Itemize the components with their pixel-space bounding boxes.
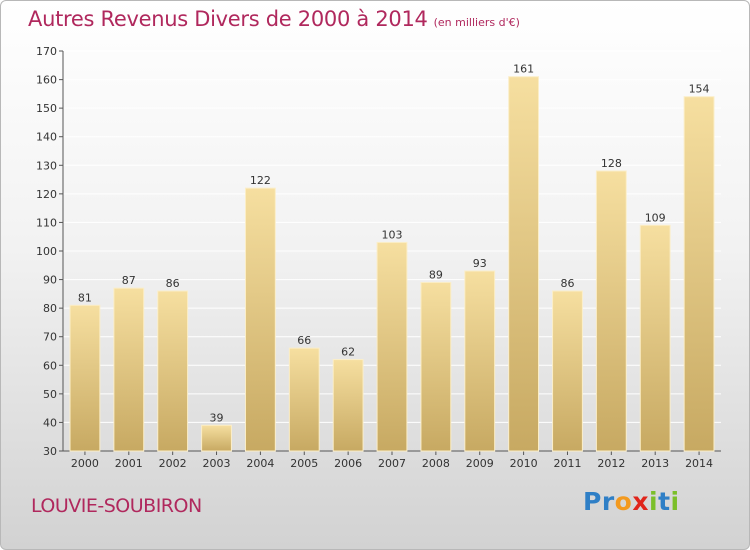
logo-letter: t: [658, 487, 671, 516]
y-tick-label: 130: [36, 159, 57, 172]
x-tick-label: 2003: [203, 457, 231, 470]
data-label: 86: [166, 277, 180, 290]
x-tick-label: 2013: [641, 457, 669, 470]
x-tick-label: 2002: [159, 457, 187, 470]
data-label: 128: [601, 157, 622, 170]
bar-2013: [639, 224, 671, 452]
y-tick-label: 100: [36, 245, 57, 258]
label-layer: 81 2000 87 2001 86 2002 39 2003 122 2004 66 2005 62 2…: [71, 63, 713, 470]
logo-letter: i: [670, 487, 680, 516]
y-tick-label: 140: [36, 131, 57, 144]
x-tick-label: 2010: [510, 457, 538, 470]
bar-2011: [552, 290, 583, 452]
data-label: 161: [513, 63, 534, 76]
y-tick-label: 80: [43, 302, 57, 315]
logo-letter: i: [649, 487, 659, 516]
x-tick-label: 2014: [685, 457, 713, 470]
x-tick-label: 2005: [290, 457, 318, 470]
bar-2001: [113, 287, 145, 452]
y-tick-label: 60: [43, 359, 57, 372]
y-tick-label: 40: [43, 416, 57, 429]
y-tick-label: 170: [36, 45, 57, 58]
x-tick-label: 2001: [115, 457, 143, 470]
data-label: 87: [122, 274, 136, 287]
data-label: 122: [250, 174, 271, 187]
location-name: LOUVIE-SOUBIRON: [31, 495, 202, 517]
data-label: 66: [297, 334, 311, 347]
bar-2003: [201, 424, 232, 452]
data-label: 154: [689, 83, 710, 96]
proxiti-logo: Proxiti: [583, 487, 680, 516]
data-label: 93: [473, 257, 487, 270]
y-tick-label: 160: [36, 74, 57, 87]
bar-2002: [157, 290, 189, 452]
y-tick-label: 70: [43, 331, 57, 344]
data-label: 109: [645, 211, 666, 224]
x-tick-label: 2004: [246, 457, 274, 470]
x-tick-label: 2011: [553, 457, 581, 470]
bar-2008: [420, 281, 452, 452]
y-tick-label: 30: [43, 445, 57, 458]
y-tick-label: 110: [36, 216, 57, 229]
x-tick-label: 2008: [422, 457, 450, 470]
x-tick-label: 2009: [466, 457, 494, 470]
bar-2000: [69, 304, 101, 452]
bar-layer: [69, 76, 715, 452]
title-block: Autres Revenus Divers de 2000 à 2014 (en …: [28, 7, 520, 31]
data-label: 103: [382, 228, 403, 241]
logo-letter: o: [614, 487, 633, 516]
x-tick-label: 2012: [597, 457, 625, 470]
y-tick-label: 150: [36, 102, 57, 115]
logo-letter: x: [632, 487, 649, 516]
chart-unit: (en milliers d'€): [433, 16, 520, 29]
chart-title: Autres Revenus Divers de 2000 à 2014: [28, 7, 428, 31]
data-label: 81: [78, 291, 92, 304]
x-tick-label: 2007: [378, 457, 406, 470]
bar-2010: [508, 76, 540, 452]
bar-2009: [464, 270, 496, 452]
data-label: 39: [210, 411, 224, 424]
y-tick-label: 50: [43, 388, 57, 401]
logo-letter: r: [601, 487, 615, 516]
data-label: 62: [341, 346, 355, 359]
bar-2005: [288, 347, 320, 452]
bar-2004: [244, 187, 276, 452]
x-tick-label: 2000: [71, 457, 99, 470]
y-tick-label: 120: [36, 188, 57, 201]
x-tick-label: 2006: [334, 457, 362, 470]
y-tick-label: 90: [43, 274, 57, 287]
bar-2006: [332, 359, 364, 452]
bar-2012: [595, 170, 627, 452]
data-label: 86: [560, 277, 574, 290]
bar-2007: [376, 241, 408, 452]
logo-letter: P: [583, 487, 602, 516]
data-label: 89: [429, 268, 443, 281]
bar-2014: [683, 96, 715, 452]
